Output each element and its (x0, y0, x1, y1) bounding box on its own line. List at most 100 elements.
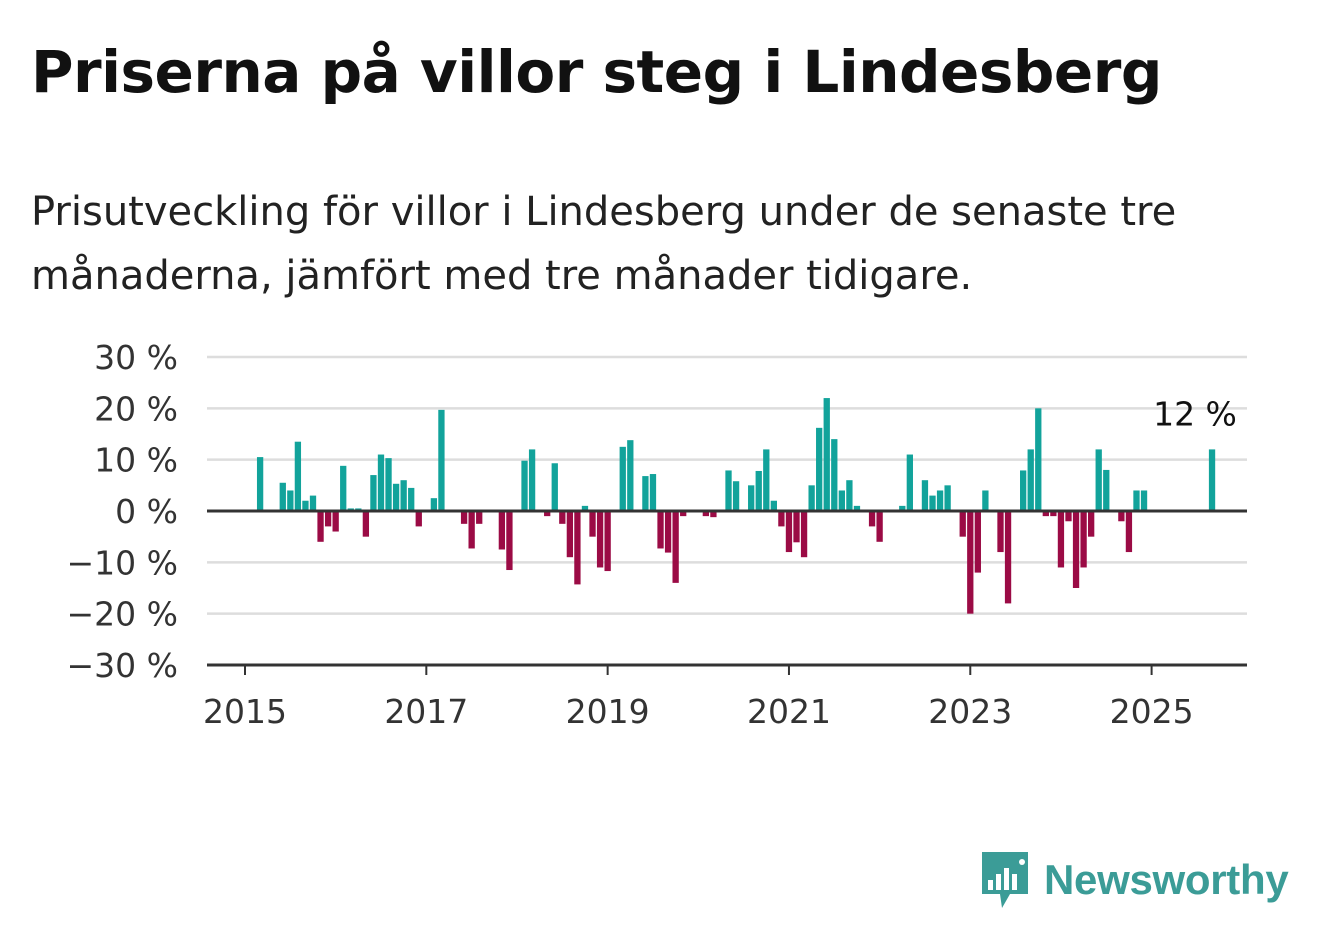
bar-chart: 30 % 20 % 10 % 0 % −10 % −20 % −30 % 2015 2017 20… (67, 338, 1247, 731)
bar (944, 485, 951, 511)
bars (256, 398, 1216, 614)
bar (763, 449, 770, 511)
bar (921, 480, 929, 511)
bar (574, 511, 581, 585)
bar (385, 458, 392, 511)
bar (408, 487, 415, 511)
bar (528, 449, 536, 511)
x-tick-label: 2015 (203, 692, 287, 731)
bar (1042, 511, 1049, 517)
bar (1004, 511, 1012, 604)
bar (559, 511, 566, 524)
bar (309, 495, 317, 511)
bar (627, 440, 634, 511)
bar (1103, 469, 1110, 511)
bar (959, 511, 966, 537)
bar (831, 439, 838, 511)
bar (302, 500, 309, 511)
bar (853, 505, 861, 511)
chart-subtitle: Prisutveckling för villor i Lindesberg u… (31, 189, 1177, 299)
bar (392, 483, 400, 511)
bar (332, 511, 339, 532)
bar (755, 470, 762, 511)
x-tick-label: 2017 (384, 692, 468, 731)
bar (544, 511, 551, 517)
bar (1125, 511, 1133, 553)
bar (370, 475, 377, 511)
bar (521, 460, 528, 511)
bar (974, 511, 981, 573)
bar (808, 485, 815, 511)
bar (642, 476, 649, 511)
bar (468, 511, 475, 549)
bar (967, 511, 974, 614)
y-tick-label: 0 % (115, 492, 178, 531)
value-annotation: 12 % (1153, 394, 1237, 433)
bar (732, 481, 740, 511)
bar (748, 485, 755, 511)
bar (1020, 470, 1027, 511)
bar (1088, 511, 1095, 537)
y-tick-label: −10 % (67, 543, 179, 582)
chart-title: Priserna på villor steg i Lindesberg (31, 38, 1162, 106)
bar (899, 505, 906, 511)
bar (657, 511, 664, 549)
bar (279, 482, 286, 511)
bar (1133, 490, 1140, 511)
bar (649, 474, 657, 511)
bar (377, 454, 385, 511)
bar (1072, 511, 1080, 588)
bar (725, 470, 732, 511)
y-tick-label: −30 % (67, 646, 179, 685)
bar (460, 511, 468, 524)
bar (287, 490, 294, 511)
bar (317, 511, 324, 542)
y-tick-label: 30 % (94, 338, 178, 377)
bar (823, 398, 830, 511)
bar (800, 511, 808, 558)
bar (929, 495, 936, 511)
bar (604, 511, 611, 572)
y-tick-label: −20 % (67, 595, 179, 634)
bar (566, 511, 574, 558)
bar (596, 511, 604, 568)
bar (770, 500, 777, 511)
bar (438, 409, 445, 511)
bar (982, 490, 989, 511)
y-tick-label: 10 % (94, 441, 178, 480)
bar (778, 511, 785, 527)
bar (1080, 511, 1087, 568)
bar (476, 511, 483, 524)
bar (680, 511, 687, 517)
x-tick-label: 2021 (747, 692, 831, 731)
bar (838, 490, 845, 511)
bar (1057, 511, 1065, 568)
newsworthy-logo-icon (982, 852, 1028, 908)
bar (997, 511, 1004, 553)
bar (876, 511, 883, 542)
brand-name: Newsworthy (1044, 856, 1289, 903)
bar (664, 511, 672, 553)
bar (702, 511, 710, 517)
axes (207, 509, 1247, 675)
bar (256, 457, 264, 511)
bar (506, 511, 513, 571)
bar (1050, 511, 1057, 517)
x-tick-label: 2025 (1110, 692, 1194, 731)
bar (400, 480, 407, 511)
bar (1065, 511, 1072, 522)
bar (868, 511, 876, 527)
bar (340, 465, 347, 511)
bar (498, 511, 506, 550)
bar (785, 511, 793, 553)
bar (672, 511, 679, 583)
bar (846, 480, 853, 511)
bar (362, 511, 370, 537)
bar (710, 511, 717, 518)
newsworthy-logo[interactable]: Newsworthy (980, 848, 1289, 912)
bar (551, 463, 558, 511)
bar (581, 505, 589, 511)
x-tick-label: 2023 (928, 692, 1012, 731)
bar (1208, 449, 1216, 511)
y-tick-label: 20 % (94, 389, 178, 428)
